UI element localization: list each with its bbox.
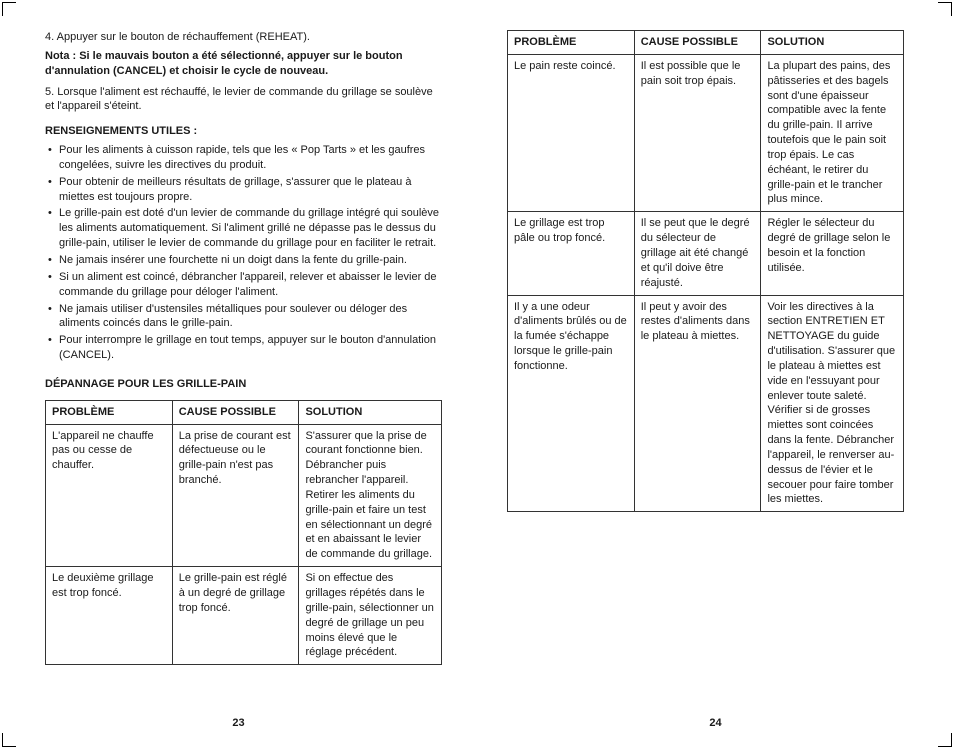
cell: Il est possible que le pain soit trop ép… [634, 54, 761, 211]
cell: Le deuxième grillage est trop foncé. [46, 567, 173, 665]
cell: Il y a une odeur d'aliments brûlés ou de… [508, 295, 635, 512]
tip-item: Pour obtenir de meilleurs résultats de g… [45, 175, 442, 205]
th-cause: CAUSE POSSIBLE [634, 31, 761, 55]
tips-list: Pour les aliments à cuisson rapide, tels… [45, 143, 442, 363]
nota: Nota : Si le mauvais bouton a été sélect… [45, 49, 442, 79]
page-right: PROBLÈME CAUSE POSSIBLE SOLUTION Le pain… [477, 0, 954, 749]
cell: Le grille-pain est réglé à un degré de g… [172, 567, 299, 665]
cell: La plupart des pains, des pâtisseries et… [761, 54, 904, 211]
th-solution: SOLUTION [299, 400, 442, 424]
heading-troubleshoot: DÉPANNAGE POUR LES GRILLE-PAIN [45, 377, 442, 392]
th-cause: CAUSE POSSIBLE [172, 400, 299, 424]
tip-item: Si un aliment est coincé, débrancher l'a… [45, 270, 442, 300]
tip-item: Ne jamais utiliser d'ustensiles métalliq… [45, 302, 442, 332]
th-problem: PROBLÈME [508, 31, 635, 55]
cell: Voir les directives à la section ENTRETI… [761, 295, 904, 512]
heading-useful: RENSEIGNEMENTS UTILES : [45, 124, 442, 139]
troubleshoot-table-right: PROBLÈME CAUSE POSSIBLE SOLUTION Le pain… [507, 30, 904, 512]
cell: Si on effectue des grillages répétés dan… [299, 567, 442, 665]
step-4: 4. Appuyer sur le bouton de réchauffemen… [45, 30, 442, 45]
tip-item: Pour les aliments à cuisson rapide, tels… [45, 143, 442, 173]
page-left: 4. Appuyer sur le bouton de réchauffemen… [0, 0, 477, 749]
tip-item: Pour interrompre le grillage en tout tem… [45, 333, 442, 363]
page-number-left: 23 [232, 716, 244, 731]
tip-item: Ne jamais insérer une fourchette ni un d… [45, 253, 442, 268]
cell: La prise de courant est défectueuse ou l… [172, 424, 299, 567]
cell: S'assurer que la prise de courant foncti… [299, 424, 442, 567]
cell: Il peut y avoir des restes d'aliments da… [634, 295, 761, 512]
troubleshoot-table-left: PROBLÈME CAUSE POSSIBLE SOLUTION L'appar… [45, 400, 442, 666]
cell: Le grillage est trop pâle ou trop foncé. [508, 212, 635, 295]
cell: Régler le sélecteur du degré de grillage… [761, 212, 904, 295]
table-row: Le pain reste coincé. Il est possible qu… [508, 54, 904, 211]
table-row: Il y a une odeur d'aliments brûlés ou de… [508, 295, 904, 512]
table-row: Le grillage est trop pâle ou trop foncé.… [508, 212, 904, 295]
th-solution: SOLUTION [761, 31, 904, 55]
cell: Le pain reste coincé. [508, 54, 635, 211]
th-problem: PROBLÈME [46, 400, 173, 424]
page-number-right: 24 [709, 716, 721, 731]
step-5: 5. Lorsque l'aliment est réchauffé, le l… [45, 85, 442, 115]
table-row: Le deuxième grillage est trop foncé. Le … [46, 567, 442, 665]
cell: Il se peut que le degré du sélecteur de … [634, 212, 761, 295]
tip-item: Le grille-pain est doté d'un levier de c… [45, 206, 442, 251]
table-row: L'appareil ne chauffe pas ou cesse de ch… [46, 424, 442, 567]
cell: L'appareil ne chauffe pas ou cesse de ch… [46, 424, 173, 567]
